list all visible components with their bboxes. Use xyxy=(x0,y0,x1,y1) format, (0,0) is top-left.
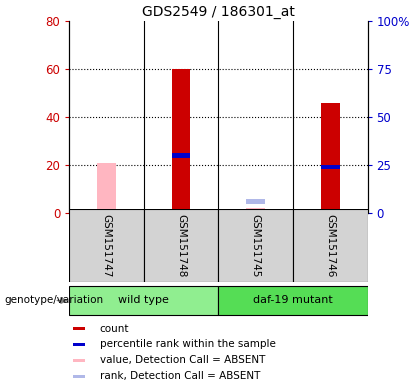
Text: count: count xyxy=(100,324,129,334)
Bar xyxy=(172,69,190,213)
Text: GSM151745: GSM151745 xyxy=(251,214,261,278)
Bar xyxy=(69,209,144,282)
Text: genotype/variation: genotype/variation xyxy=(4,295,103,306)
Bar xyxy=(321,103,339,213)
Bar xyxy=(293,209,368,282)
Text: percentile rank within the sample: percentile rank within the sample xyxy=(100,339,276,349)
Bar xyxy=(321,165,339,169)
Text: rank, Detection Call = ABSENT: rank, Detection Call = ABSENT xyxy=(100,371,260,381)
Bar xyxy=(172,153,190,158)
Text: daf-19 mutant: daf-19 mutant xyxy=(253,295,333,306)
Bar xyxy=(97,163,116,213)
Text: GSM151747: GSM151747 xyxy=(102,214,112,278)
Bar xyxy=(247,199,265,204)
Bar xyxy=(247,208,265,213)
Bar xyxy=(69,286,218,315)
Bar xyxy=(144,209,218,282)
Text: value, Detection Call = ABSENT: value, Detection Call = ABSENT xyxy=(100,355,265,365)
Bar xyxy=(73,374,85,377)
Bar xyxy=(73,327,85,330)
Text: GSM151746: GSM151746 xyxy=(325,214,335,278)
Text: wild type: wild type xyxy=(118,295,169,306)
Bar xyxy=(218,209,293,282)
Text: GSM151748: GSM151748 xyxy=(176,214,186,278)
Bar xyxy=(73,359,85,362)
Bar xyxy=(218,286,368,315)
Bar xyxy=(73,343,85,346)
Title: GDS2549 / 186301_at: GDS2549 / 186301_at xyxy=(142,5,295,19)
